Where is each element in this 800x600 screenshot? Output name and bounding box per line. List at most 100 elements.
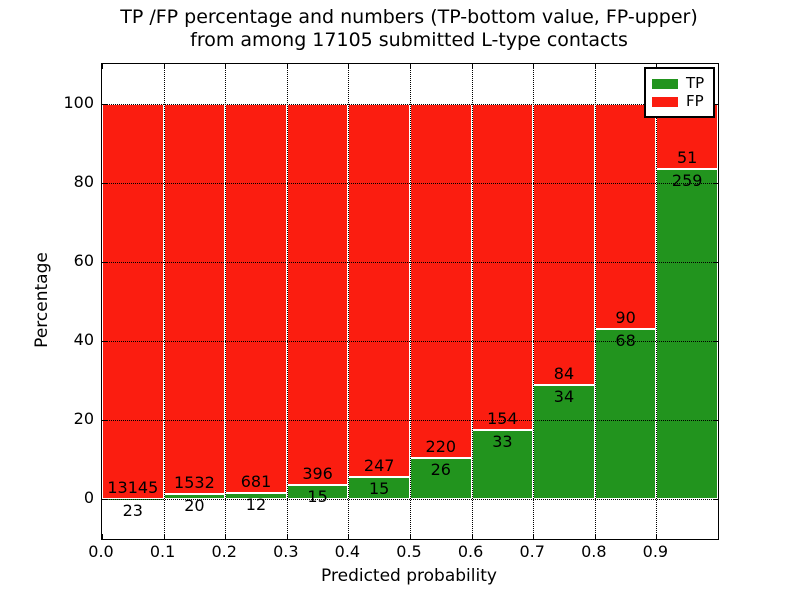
x-tick-bottom <box>225 534 227 539</box>
chart-title-line2: from among 17105 submitted L-type contac… <box>190 29 628 51</box>
fp-bar-segment <box>286 103 349 485</box>
tp-bar-segment <box>410 457 472 500</box>
x-tick-bottom <box>286 534 288 539</box>
fp-bar-segment <box>102 103 164 499</box>
tp-count-label: 34 <box>553 387 575 407</box>
fp-bar-segment <box>348 103 410 477</box>
x-tick-label: 0.8 <box>581 542 607 561</box>
fp-bar-segment <box>163 103 226 495</box>
tp-legend-swatch <box>652 78 678 89</box>
v-gridline <box>656 64 658 539</box>
fp-count-label: 220 <box>425 436 457 456</box>
y-tick-left <box>102 182 107 184</box>
y-tick-label: 100 <box>63 92 94 112</box>
tp-bar-segment <box>656 168 718 500</box>
x-tick-bottom <box>471 534 473 539</box>
v-gridline <box>348 64 350 539</box>
x-tick-bottom <box>718 534 719 539</box>
y-tick-label: 80 <box>73 171 94 191</box>
fp-count-label: 51 <box>677 147 698 167</box>
v-gridline <box>163 64 165 539</box>
fp-count-label: 154 <box>487 408 518 428</box>
fp-bar-segment <box>533 103 595 386</box>
fp-count-label: 13145 <box>107 477 159 497</box>
x-tick-bottom <box>594 534 596 539</box>
x-tick-top <box>471 64 473 69</box>
v-gridline <box>410 64 411 539</box>
x-tick-label: 0.7 <box>519 542 545 561</box>
chart-title: TP /FP percentage and numbers (TP-bottom… <box>120 6 698 52</box>
fp-count-label: 84 <box>553 364 575 384</box>
x-tick-label: 0.2 <box>211 542 237 561</box>
x-tick-top <box>410 64 411 69</box>
fp-count-label: 1532 <box>174 473 215 493</box>
fp-count-label: 396 <box>302 463 333 483</box>
y-tick-left <box>102 341 107 343</box>
v-gridline <box>533 64 535 539</box>
plot-area: 13145 23 1532 20 681 12 396 15 247 15 220 26 154 33 84… <box>101 63 719 540</box>
x-tick-label: 0.6 <box>457 542 484 561</box>
tp-count-label: 15 <box>369 478 390 498</box>
y-tick-label: 0 <box>83 488 94 508</box>
v-gridline <box>471 64 473 539</box>
y-tick-left <box>102 261 107 263</box>
tp-count-label: 12 <box>245 494 267 514</box>
x-tick-bottom <box>656 534 658 539</box>
fp-count-label: 247 <box>363 455 395 475</box>
x-tick-label: 0.9 <box>642 542 669 561</box>
tp-count-label: 15 <box>307 486 328 506</box>
v-gridline <box>594 64 596 539</box>
fp-legend-label: FP <box>686 92 704 110</box>
tp-count-label: 68 <box>615 331 636 351</box>
x-tick-label: 0.5 <box>396 542 422 561</box>
x-tick-top <box>225 64 227 69</box>
y-tick-label: 60 <box>73 250 94 270</box>
x-tick-top <box>102 64 103 69</box>
legend-item-fp: FP <box>652 93 707 110</box>
fp-count-label: 681 <box>240 471 272 491</box>
x-tick-bottom <box>533 534 535 539</box>
y-axis-label: Percentage <box>32 252 52 348</box>
y-tick-right <box>713 499 718 501</box>
x-tick-top <box>718 64 719 69</box>
fp-bar-segment <box>410 103 472 458</box>
tp-bar-segment <box>102 498 164 500</box>
x-tick-top <box>533 64 535 69</box>
x-tick-bottom <box>163 534 165 539</box>
fp-bar-segment <box>225 103 287 493</box>
y-tick-right <box>713 341 718 343</box>
x-tick-label: 0.4 <box>334 542 361 561</box>
y-tick-label: 20 <box>73 409 94 429</box>
x-tick-top <box>594 64 596 69</box>
x-tick-label: 0.0 <box>88 542 114 561</box>
fp-count-label: 90 <box>615 308 636 328</box>
x-tick-bottom <box>348 534 350 539</box>
x-tick-top <box>163 64 165 69</box>
tp-count-label: 23 <box>122 500 143 520</box>
tp-bar-segment <box>533 385 595 500</box>
y-tick-left <box>102 420 107 422</box>
tp-legend-label: TP <box>686 74 705 92</box>
chart-title-line1: TP /FP percentage and numbers (TP-bottom… <box>120 6 698 28</box>
tp-count-label: 20 <box>184 496 205 516</box>
tp-bar-segment <box>594 329 657 500</box>
tp-count-label: 33 <box>492 431 513 451</box>
legend: TP FP <box>644 67 715 118</box>
x-tick-bottom <box>410 534 411 539</box>
y-tick-right <box>713 261 718 263</box>
y-tick-left <box>102 103 107 105</box>
tp-count-label: 26 <box>430 459 451 479</box>
x-tick-top <box>656 64 658 69</box>
x-tick-bottom <box>102 534 103 539</box>
y-tick-right <box>713 103 718 105</box>
x-axis-label: Predicted probability <box>321 566 497 586</box>
tp-bar-segment <box>471 429 534 500</box>
legend-item-tp: TP <box>652 75 707 92</box>
x-tick-label: 0.3 <box>273 542 299 561</box>
fp-bar-segment <box>594 103 657 330</box>
fp-bar-segment <box>471 103 534 430</box>
x-tick-top <box>286 64 288 69</box>
v-gridline <box>286 64 288 539</box>
fp-legend-swatch <box>652 96 678 107</box>
v-gridline <box>225 64 227 539</box>
